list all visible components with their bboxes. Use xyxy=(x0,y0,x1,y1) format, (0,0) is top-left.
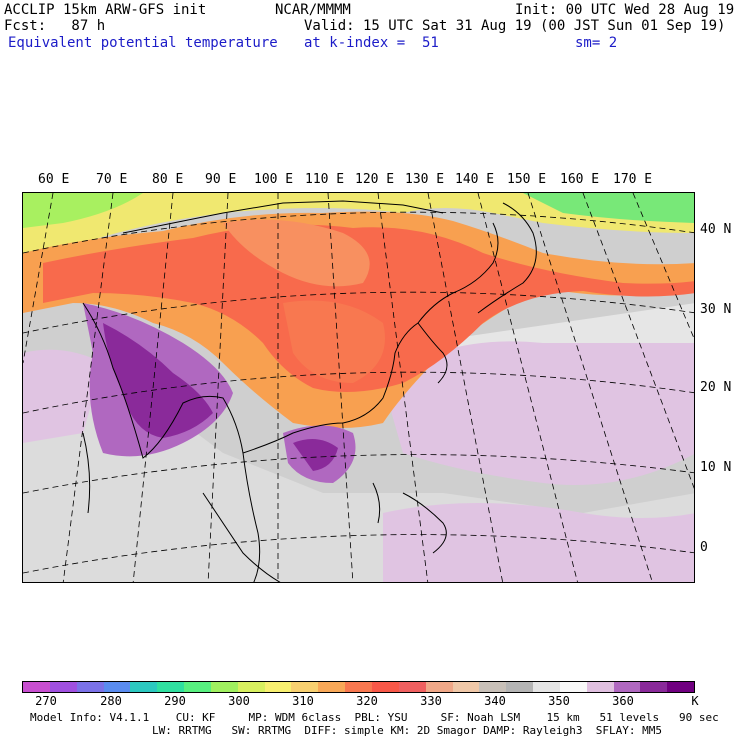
colorbar-swatch xyxy=(452,682,480,692)
lon-label: 70 E xyxy=(96,172,128,187)
colorbar-swatch xyxy=(210,682,238,692)
colorbar-swatch xyxy=(398,682,426,692)
colorbar-tick: 280 xyxy=(100,694,122,708)
colorbar-swatch xyxy=(49,682,77,692)
colorbar-tick: 290 xyxy=(164,694,186,708)
field-name: Equivalent potential temperature xyxy=(8,35,278,51)
colorbar-tick: 310 xyxy=(292,694,314,708)
colorbar-swatch xyxy=(559,682,587,692)
lat-label: 10 N xyxy=(700,460,732,475)
colorbar xyxy=(22,681,695,693)
lat-label: 40 N xyxy=(700,222,732,237)
lon-label: 100 E xyxy=(254,172,294,187)
colorbar-swatch xyxy=(264,682,292,692)
colorbar-unit: K xyxy=(691,694,699,708)
colorbar-swatch xyxy=(237,682,265,692)
colorbar-tick: 320 xyxy=(356,694,378,708)
lon-label: 90 E xyxy=(205,172,237,187)
forecast-hour: Fcst: 87 h xyxy=(4,18,106,34)
model-info: Model Info: V4.1.1 CU: KF MP: WDM 6class… xyxy=(30,711,719,724)
level-index: at k-index = 51 xyxy=(304,35,439,51)
colorbar-swatch xyxy=(425,682,453,692)
colorbar-swatch xyxy=(371,682,399,692)
theta-e-map xyxy=(22,192,695,583)
colorbar-swatch xyxy=(640,682,668,692)
colorbar-swatch xyxy=(76,682,104,692)
colorbar-tick: 330 xyxy=(420,694,442,708)
init-time: Init: 00 UTC Wed 28 Aug 19 xyxy=(515,2,735,18)
lon-label: 130 E xyxy=(405,172,445,187)
colorbar-tick: 350 xyxy=(548,694,570,708)
colorbar-swatch xyxy=(157,682,185,692)
lon-label: 150 E xyxy=(507,172,547,187)
colorbar-swatch xyxy=(479,682,507,692)
physics-info: LW: RRTMG SW: RRTMG DIFF: simple KM: 2D … xyxy=(152,724,662,737)
colorbar-swatch xyxy=(506,682,534,692)
colorbar-swatch xyxy=(345,682,372,692)
model-title: ACCLIP 15km ARW-GFS init xyxy=(4,2,207,18)
colorbar-swatch xyxy=(103,682,131,692)
colorbar-swatch xyxy=(23,682,50,692)
colorbar-swatch xyxy=(130,682,158,692)
center-name: NCAR/MMMM xyxy=(275,2,351,18)
colorbar-swatch xyxy=(586,682,614,692)
lon-label: 60 E xyxy=(38,172,70,187)
colorbar-tick: 300 xyxy=(228,694,250,708)
colorbar-tick: 360 xyxy=(612,694,634,708)
lon-label: 80 E xyxy=(152,172,184,187)
colorbar-swatch xyxy=(667,682,695,692)
lon-label: 160 E xyxy=(560,172,600,187)
lon-label: 120 E xyxy=(355,172,395,187)
colorbar-swatch xyxy=(184,682,211,692)
colorbar-swatch xyxy=(318,682,346,692)
map-canvas xyxy=(23,193,694,582)
lat-label: 30 N xyxy=(700,302,732,317)
colorbar-swatch xyxy=(613,682,641,692)
lat-label: 0 xyxy=(700,540,708,555)
smoothing: sm= 2 xyxy=(575,35,618,51)
valid-time: Valid: 15 UTC Sat 31 Aug 19 (00 JST Sun … xyxy=(304,18,726,34)
lon-label: 140 E xyxy=(455,172,495,187)
lat-label: 20 N xyxy=(700,380,732,395)
lon-label: 110 E xyxy=(305,172,345,187)
lon-label: 170 E xyxy=(613,172,653,187)
colorbar-tick: 270 xyxy=(35,694,57,708)
colorbar-swatch xyxy=(291,682,319,692)
colorbar-tick: 340 xyxy=(484,694,506,708)
colorbar-swatch xyxy=(533,682,560,692)
